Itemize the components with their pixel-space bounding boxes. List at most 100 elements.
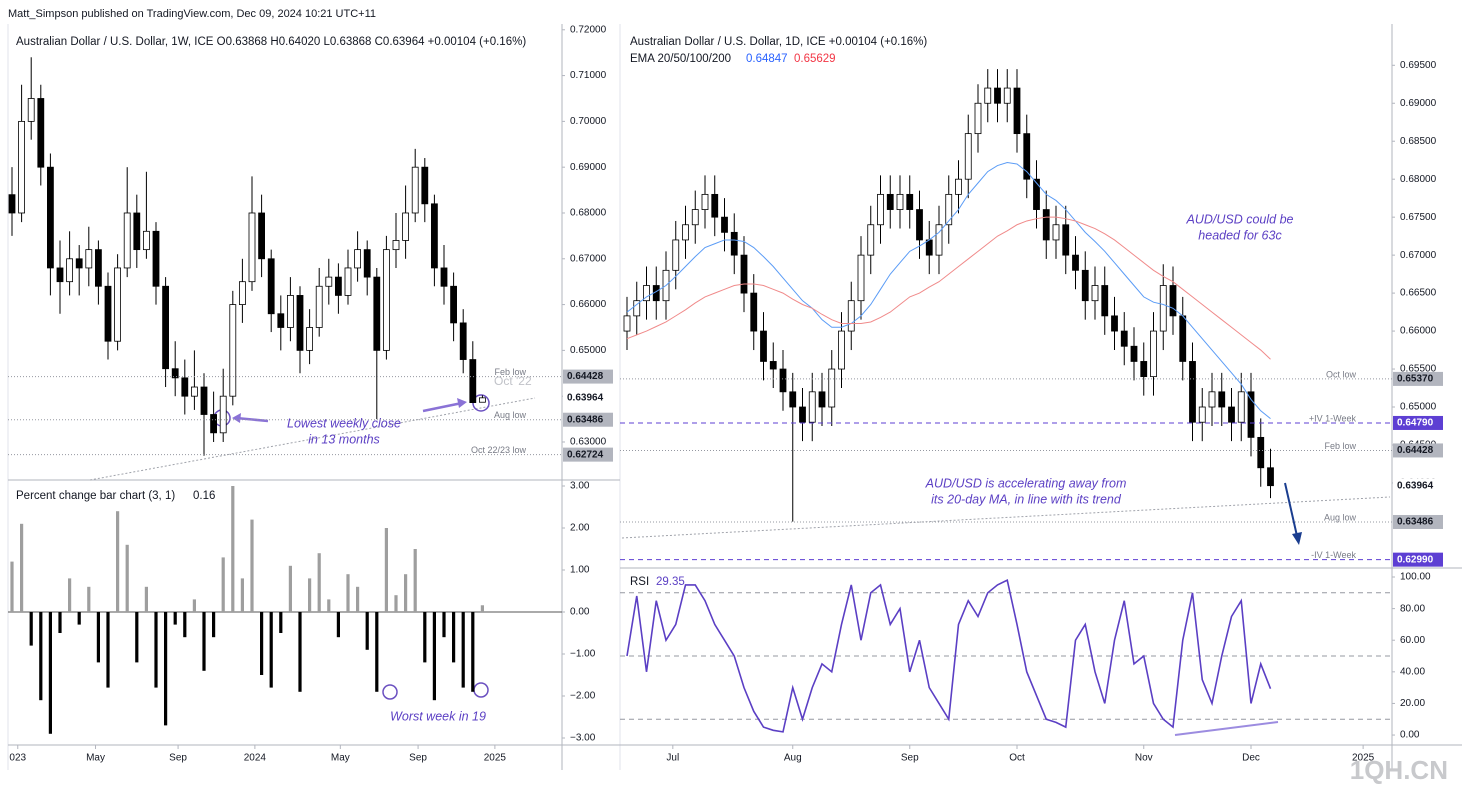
level-label: Feb low xyxy=(494,367,526,377)
watermark: 1QH.CN xyxy=(1350,755,1448,785)
candle-body xyxy=(200,386,208,415)
y-tick-label: 3.00 xyxy=(570,481,590,492)
y-tick-label: 0.00 xyxy=(570,607,590,618)
y-tick-label: 0.72000 xyxy=(570,24,607,35)
bar xyxy=(58,611,62,633)
chart-title: Percent change bar chart (3, 1) xyxy=(16,490,175,502)
y-tick-label: 0.67000 xyxy=(570,253,607,264)
price-label-box xyxy=(1393,478,1443,493)
candle-body xyxy=(1159,285,1167,332)
candle-body xyxy=(828,368,836,408)
price-label-box xyxy=(563,412,613,427)
rsi-line xyxy=(626,579,1272,733)
candle-body xyxy=(363,249,371,278)
candle-body xyxy=(906,193,914,210)
candle-body xyxy=(27,98,35,122)
x-tick-label: Nov xyxy=(1135,753,1153,764)
y-tick-label: 0.66000 xyxy=(570,299,607,310)
level-label: Feb low xyxy=(1324,441,1356,451)
candle-body xyxy=(181,377,189,397)
annotation: its 20-day MA, in line with its trend xyxy=(931,492,1122,506)
annotation: AUD/USD could be xyxy=(1186,212,1294,226)
candle-body xyxy=(682,224,689,241)
candle-body xyxy=(315,285,323,328)
y-tick-label: 80.00 xyxy=(1400,603,1425,614)
candle-body xyxy=(258,212,266,260)
y-tick-label: 0.65500 xyxy=(1400,364,1437,375)
candle-body xyxy=(469,359,477,403)
candle-body xyxy=(392,240,400,251)
header: Matt_Simpson published on TradingView.co… xyxy=(8,8,376,20)
bar xyxy=(327,599,331,612)
annotation: in 13 months xyxy=(308,432,380,446)
ema-line xyxy=(626,161,1271,420)
chart-title: RSI xyxy=(630,576,649,588)
candle-body xyxy=(440,267,448,287)
candle-body xyxy=(1091,285,1099,302)
bar xyxy=(394,595,398,612)
candle-body xyxy=(857,254,865,302)
candle-body xyxy=(210,414,218,434)
indicator-value: 0.16 xyxy=(193,490,215,502)
candle-body xyxy=(47,166,54,269)
annotation: Oct '22 xyxy=(494,374,532,388)
candle-body xyxy=(867,224,875,256)
price-label: 0.64790 xyxy=(1397,418,1434,429)
bar xyxy=(87,586,91,612)
bar xyxy=(269,611,273,688)
candle-body xyxy=(133,212,141,251)
candle-body xyxy=(1013,87,1021,135)
bar xyxy=(154,611,158,688)
candle-body xyxy=(123,212,131,269)
bar xyxy=(308,578,312,612)
candle-body xyxy=(344,267,352,296)
bar xyxy=(221,557,225,612)
bar xyxy=(480,605,484,612)
indicator-value: 0.65629 xyxy=(794,53,836,65)
candle-body xyxy=(1140,361,1148,378)
bar xyxy=(192,599,196,612)
candle-body xyxy=(430,203,438,269)
bar xyxy=(96,611,100,663)
chart-title: Australian Dollar / U.S. Dollar, 1D, ICE… xyxy=(630,36,927,48)
candle-body xyxy=(1023,133,1031,180)
bar xyxy=(375,611,379,692)
price-label: 0.62724 xyxy=(567,449,604,460)
trendline xyxy=(1174,721,1279,736)
bar xyxy=(135,611,139,663)
bar xyxy=(336,611,340,638)
candle-body xyxy=(1179,315,1187,362)
x-tick-label: May xyxy=(331,753,350,764)
candle-body xyxy=(18,120,26,214)
price-label-box xyxy=(1393,514,1443,529)
candle-body xyxy=(847,300,855,332)
indicator-value: 29.35 xyxy=(656,576,685,588)
candle-body xyxy=(37,98,45,168)
candle-body xyxy=(945,193,953,226)
y-tick-label: 0.65000 xyxy=(570,345,607,356)
bar xyxy=(404,574,408,612)
candle-body xyxy=(974,102,982,135)
y-tick-label: 0.00 xyxy=(1400,730,1420,741)
candle-body xyxy=(1267,467,1274,487)
candle-body xyxy=(633,300,641,317)
trendline xyxy=(621,496,1391,539)
price-label-box xyxy=(1393,552,1443,567)
y-tick-label: −3.00 xyxy=(570,733,596,744)
y-tick-label: 0.69500 xyxy=(1400,60,1437,71)
y-tick-label: 0.70000 xyxy=(570,116,607,127)
candle-body xyxy=(75,258,83,269)
candle-body xyxy=(721,216,728,233)
candle-body xyxy=(1052,224,1060,241)
bar xyxy=(20,523,24,612)
bar xyxy=(288,565,292,612)
annotation: headed for 63c xyxy=(1198,228,1282,242)
bar xyxy=(365,611,369,650)
candle-body xyxy=(1189,361,1196,423)
x-tick-label: 023 xyxy=(9,753,26,764)
arrow xyxy=(1284,482,1298,537)
price-label-box xyxy=(1393,371,1443,386)
bar xyxy=(39,611,43,701)
candle-body xyxy=(1198,406,1206,423)
candle-body xyxy=(459,322,467,360)
